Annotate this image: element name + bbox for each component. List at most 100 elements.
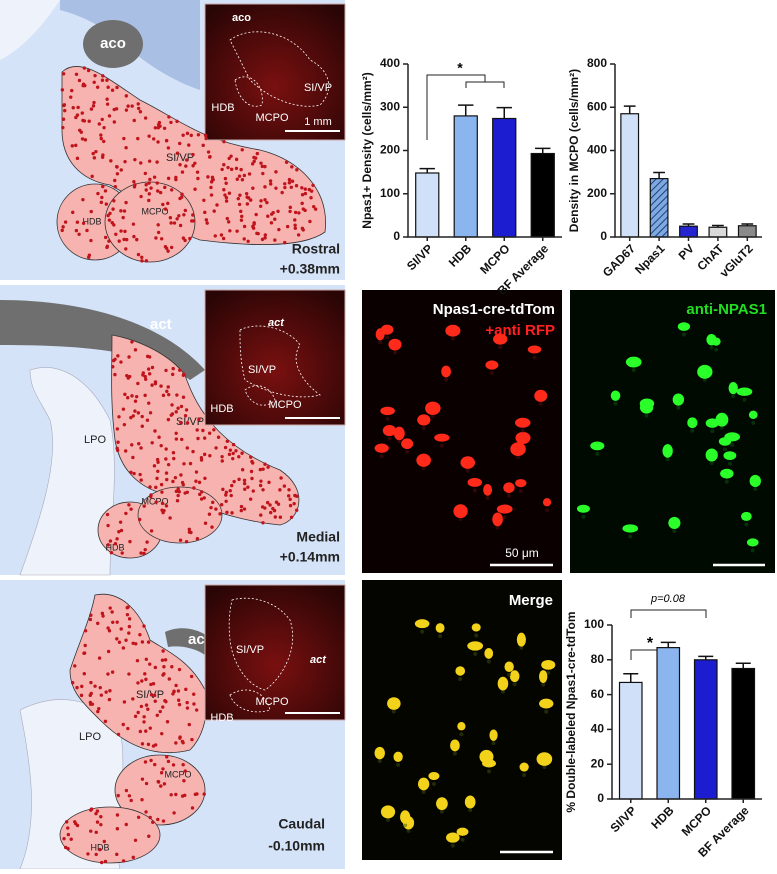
cell-dot xyxy=(180,437,184,442)
inset-outline xyxy=(228,597,294,713)
cell-dot xyxy=(287,177,292,182)
cell-dot xyxy=(174,792,178,797)
cell-dot xyxy=(268,179,273,183)
cell-dot xyxy=(133,838,138,843)
cell-dot xyxy=(127,672,131,676)
cell-dot xyxy=(113,542,118,546)
cell-dot xyxy=(104,202,109,206)
cell xyxy=(536,752,553,766)
cell-dot xyxy=(259,513,263,517)
cell xyxy=(484,648,494,659)
background-speck xyxy=(460,837,465,842)
cell-dot xyxy=(156,460,160,464)
cell-dot xyxy=(248,198,253,202)
cell-dot xyxy=(224,499,228,503)
cell-dot xyxy=(76,105,80,110)
cell-dot xyxy=(283,182,287,186)
region-label: SI/VP xyxy=(176,416,204,428)
cell-dot xyxy=(153,743,158,747)
cell-dot xyxy=(185,421,190,425)
cell-dot xyxy=(312,204,316,209)
error-bar xyxy=(535,147,551,154)
cell-dot xyxy=(130,340,134,344)
cell xyxy=(457,722,466,731)
cell-dot xyxy=(183,769,187,773)
background-speck xyxy=(595,451,600,456)
cell-dot xyxy=(150,365,155,370)
cell-dot xyxy=(125,612,130,617)
cell-dot xyxy=(131,455,135,460)
cell-dot xyxy=(184,164,188,168)
background-speck xyxy=(438,633,443,638)
cell-dot xyxy=(137,517,142,522)
cell-dot xyxy=(102,125,106,130)
cell-dot xyxy=(185,700,189,705)
cell xyxy=(485,360,499,370)
cell-dot xyxy=(101,614,105,618)
cell-dot xyxy=(165,477,169,482)
cell-dot xyxy=(69,837,73,841)
background-speck xyxy=(439,809,444,814)
cell-dot xyxy=(171,366,175,371)
cell-dot xyxy=(103,235,108,240)
cell-dot xyxy=(201,428,205,433)
cell-dot xyxy=(225,510,229,514)
cell-dot xyxy=(108,606,112,610)
cell-dot xyxy=(150,441,154,445)
cell-dot xyxy=(175,151,180,155)
cell-dot xyxy=(269,510,273,515)
cell-dot xyxy=(269,182,273,186)
cell xyxy=(460,456,476,469)
cell-dot xyxy=(124,449,128,453)
cell xyxy=(576,504,590,513)
cell-dot xyxy=(154,485,158,490)
cell-dot xyxy=(94,852,98,857)
cell-dot xyxy=(154,500,158,504)
micrograph xyxy=(362,580,562,860)
cell-dot xyxy=(220,459,224,463)
cell-dot xyxy=(129,470,133,475)
cell xyxy=(503,482,515,493)
cell-dot xyxy=(174,431,178,436)
cell-dot xyxy=(117,239,121,243)
cell-dot xyxy=(303,187,307,191)
cell-dot xyxy=(242,173,247,178)
cell-dot xyxy=(174,683,178,688)
cell-dot xyxy=(145,418,150,422)
cell-dot xyxy=(250,162,255,166)
cell-dot xyxy=(287,181,292,185)
cell-dot xyxy=(115,448,120,453)
cell-dot xyxy=(289,515,294,519)
cell-dot xyxy=(162,672,166,676)
cell-dot xyxy=(182,779,186,783)
coordinate-label: -0.10mm xyxy=(268,838,325,854)
inset-label: aco xyxy=(232,12,251,24)
cell-dot xyxy=(178,141,182,146)
cell-dot xyxy=(249,469,254,474)
cell-dot xyxy=(224,199,229,203)
cell-dot xyxy=(227,452,232,457)
background-speck xyxy=(753,486,758,491)
cell-dot xyxy=(149,682,153,687)
error-bar xyxy=(623,672,639,683)
cell-dot xyxy=(102,839,107,844)
cell-dot xyxy=(115,827,120,831)
cell-dot xyxy=(146,367,151,371)
cell xyxy=(428,771,440,781)
cell xyxy=(446,832,460,843)
cell-dot xyxy=(94,811,98,816)
cell xyxy=(434,433,450,442)
cell-dot xyxy=(119,360,123,364)
cell-dot xyxy=(226,165,230,170)
cell-dot xyxy=(151,682,156,686)
cell-dot xyxy=(143,377,148,382)
cell-dot xyxy=(106,626,110,630)
cell-dot xyxy=(278,515,283,519)
cell-dot xyxy=(201,143,205,148)
cell xyxy=(705,448,718,462)
cell-dot xyxy=(156,780,161,784)
background-speck xyxy=(377,759,382,764)
cell-dot xyxy=(122,237,126,242)
cell-dot xyxy=(156,189,160,193)
cell-dot xyxy=(100,195,104,200)
